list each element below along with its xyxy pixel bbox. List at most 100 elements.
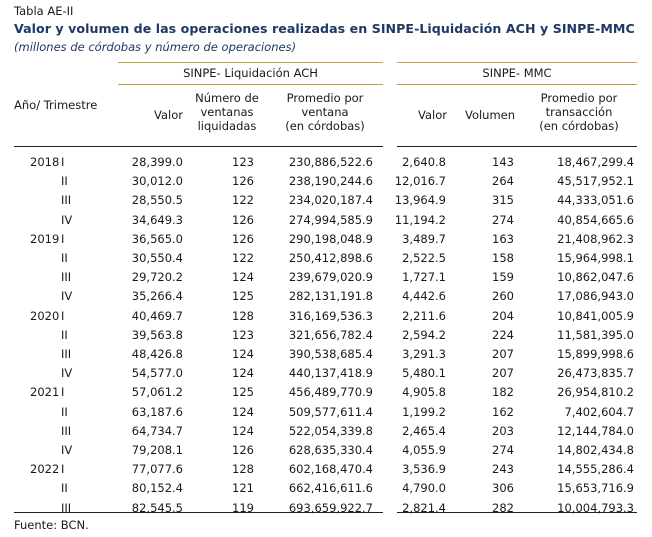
row-quarter: IV [61, 443, 73, 457]
row-year: 2021 [30, 385, 60, 400]
cell-mmc-prom: 11,581,395.0 [557, 327, 634, 342]
cell-mmc-prom: 10,841,005.9 [557, 308, 634, 323]
group-rule-mmc [397, 84, 637, 85]
cell-ach-num: 121 [232, 481, 254, 496]
cell-mmc-vol: 207 [492, 347, 514, 361]
col-header-ach-num: Número de ventanas liquidadas [188, 91, 266, 133]
cell-mmc-prom: 10,862,047.6 [557, 270, 634, 285]
cell-ach-prom: 230,886,522.6 [288, 155, 373, 169]
cell-ach-valor: 82,545.5 [131, 500, 183, 515]
cell-ach-prom: 602,168,470.4 [288, 462, 373, 477]
row-quarter: I [61, 462, 65, 477]
group-header-mmc: SINPE- MMC [482, 66, 552, 80]
cell-ach-num: 124 [232, 347, 254, 361]
cell-ach-valor: 34,649.3 [131, 212, 183, 227]
col-header-mmc-vol: Volumen [464, 108, 516, 122]
cell-mmc-valor: 12,016.7 [394, 174, 446, 189]
cell-ach-num: 125 [232, 385, 254, 400]
row-year: 2022 [30, 462, 60, 477]
cell-mmc-vol: 274 [492, 443, 514, 457]
col-header-mmc-prom: Promedio por transacción (en córdobas) [522, 91, 636, 133]
table-subtitle: (millones de córdobas y número de operac… [14, 40, 297, 54]
col-header-period: Año/ Trimestre [14, 98, 98, 112]
cell-ach-valor: 35,266.4 [131, 289, 183, 304]
col-header-ach-prom-line3: (en córdobas) [285, 119, 365, 133]
cell-ach-valor: 63,187.6 [131, 404, 183, 419]
cell-ach-num: 128 [232, 308, 254, 323]
cell-ach-num: 125 [232, 289, 254, 304]
cell-mmc-vol: 204 [492, 308, 514, 323]
cell-mmc-prom: 26,473,835.7 [557, 366, 634, 381]
cell-mmc-valor: 1,199.2 [402, 404, 446, 419]
cell-mmc-prom: 15,964,998.1 [557, 251, 634, 265]
col-header-ach-valor: Valor [154, 108, 183, 122]
row-quarter: I [61, 308, 65, 323]
footnote: Fuente: BCN. [14, 518, 89, 532]
cell-ach-num: 119 [232, 500, 254, 515]
row-quarter: IV [61, 289, 73, 304]
cell-ach-num: 122 [232, 193, 254, 208]
col-header-mmc-prom-line1: Promedio por [540, 91, 618, 105]
row-quarter: I [61, 385, 65, 400]
cell-mmc-valor: 3,291.3 [402, 347, 446, 361]
row-quarter: II [61, 404, 68, 419]
group-rule-ach [118, 84, 383, 85]
cell-ach-num: 124 [232, 366, 254, 381]
cell-mmc-valor: 4,055.9 [402, 443, 446, 457]
cell-ach-valor: 79,208.1 [131, 443, 183, 457]
col-header-ach-num-line2: ventanas [200, 105, 254, 119]
cell-ach-num: 126 [232, 174, 254, 189]
row-year: 2020 [30, 308, 60, 323]
cell-ach-prom: 234,020,187.4 [288, 193, 373, 208]
cell-ach-num: 123 [232, 155, 254, 169]
cell-mmc-valor: 1,727.1 [402, 270, 446, 285]
header-bottom-rule-mmc [397, 146, 637, 147]
cell-ach-num: 123 [232, 327, 254, 342]
cell-ach-prom: 693,659,922.7 [288, 500, 373, 515]
cell-mmc-valor: 3,489.7 [402, 231, 446, 246]
cell-ach-prom: 440,137,418.9 [288, 366, 373, 381]
cell-ach-valor: 30,550.4 [131, 251, 183, 265]
table-bottom-rule-ach [14, 512, 383, 513]
cell-mmc-vol: 224 [492, 327, 514, 342]
table-label: Tabla AE-II [14, 4, 74, 18]
cell-ach-valor: 57,061.2 [131, 385, 183, 400]
row-quarter: IV [61, 366, 73, 381]
cell-mmc-prom: 15,899,998.6 [557, 347, 634, 361]
cell-mmc-vol: 163 [492, 231, 514, 246]
cell-ach-valor: 54,577.0 [131, 366, 183, 381]
cell-mmc-valor: 4,442.6 [402, 289, 446, 304]
cell-ach-valor: 80,152.4 [131, 481, 183, 496]
cell-mmc-vol: 264 [492, 174, 514, 189]
row-quarter: II [61, 251, 68, 265]
row-quarter: II [61, 327, 68, 342]
col-header-mmc-valor: Valor [418, 108, 447, 122]
header-top-rule-mmc [397, 62, 637, 63]
cell-mmc-valor: 5,480.1 [402, 366, 446, 381]
cell-mmc-prom: 45,517,952.1 [557, 174, 634, 189]
cell-mmc-prom: 18,467,299.4 [557, 155, 634, 169]
cell-ach-num: 124 [232, 270, 254, 285]
row-quarter: III [61, 500, 72, 515]
cell-mmc-valor: 2,594.2 [402, 327, 446, 342]
col-header-ach-prom-line1: Promedio por [286, 91, 364, 105]
cell-ach-prom: 628,635,330.4 [288, 443, 373, 457]
cell-mmc-prom: 14,555,286.4 [557, 462, 634, 477]
cell-mmc-vol: 159 [492, 270, 514, 285]
cell-mmc-prom: 26,954,810.2 [557, 385, 634, 400]
cell-mmc-vol: 243 [492, 462, 514, 477]
cell-mmc-vol: 203 [492, 423, 514, 438]
cell-ach-prom: 250,412,898.6 [288, 251, 373, 265]
col-header-ach-prom: Promedio por ventana (en córdobas) [270, 91, 380, 133]
cell-ach-num: 124 [232, 423, 254, 438]
cell-ach-prom: 509,577,611.4 [288, 404, 373, 419]
cell-mmc-prom: 40,854,665.6 [557, 212, 634, 227]
cell-ach-prom: 390,538,685.4 [288, 347, 373, 361]
cell-ach-valor: 29,720.2 [131, 270, 183, 285]
col-header-ach-num-line3: liquidadas [197, 119, 257, 133]
cell-mmc-vol: 274 [492, 212, 514, 227]
group-header-ach: SINPE- Liquidación ACH [183, 66, 318, 80]
table-bottom-rule-mmc [397, 512, 637, 513]
row-quarter: III [61, 193, 72, 208]
cell-mmc-prom: 44,333,051.6 [557, 193, 634, 208]
